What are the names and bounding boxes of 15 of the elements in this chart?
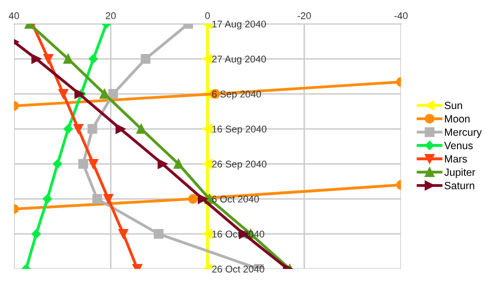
- legend-label: Venus: [444, 142, 473, 150]
- y-tick-label: 26 Oct 2040: [212, 266, 264, 273]
- legend-label: Moon: [445, 115, 470, 122]
- x-tick-label: -40: [394, 12, 408, 20]
- legend-label: Mars: [445, 155, 467, 163]
- y-tick-label: 17 Aug 2040: [212, 20, 266, 30]
- legend-label: Sun: [444, 102, 462, 110]
- x-tick-label: -20: [298, 12, 311, 20]
- y-tick-label: 16 Sep 2040: [212, 126, 266, 134]
- x-tick-label: 0: [205, 12, 210, 20]
- legend-label: Mercury: [445, 128, 482, 138]
- legend-label: Jupiter: [444, 168, 476, 178]
- x-tick-label: 20: [106, 12, 116, 20]
- x-tick-label: 40: [8, 12, 20, 20]
- legend-label: Saturn: [444, 182, 474, 190]
